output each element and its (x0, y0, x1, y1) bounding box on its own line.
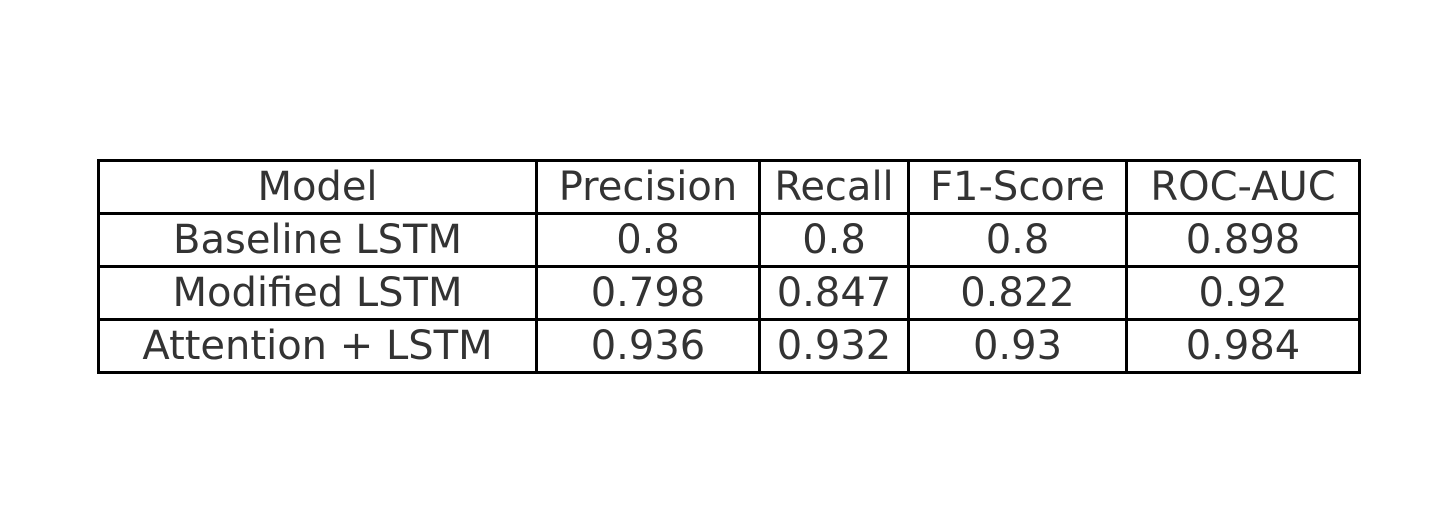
model-name-cell: Baseline LSTM (97, 212, 538, 268)
metric-value-cell: 0.847 (758, 265, 910, 321)
metric-value-cell: 0.984 (1125, 318, 1361, 374)
metric-value-cell: 0.8 (758, 212, 910, 268)
table-row: Baseline LSTM 0.8 0.8 0.8 0.898 (97, 212, 1361, 268)
metric-value-cell: 0.92 (1125, 265, 1361, 321)
column-header-cell: Recall (758, 159, 910, 215)
header-row: Model Precision Recall F1-Score ROC-AUC (97, 159, 1361, 215)
metric-value-cell: 0.936 (535, 318, 761, 374)
model-name-cell: Modified LSTM (97, 265, 538, 321)
metric-value-cell: 0.898 (1125, 212, 1361, 268)
metric-value-cell: 0.798 (535, 265, 761, 321)
column-header-cell: Precision (535, 159, 761, 215)
metric-value-cell: 0.822 (907, 265, 1128, 321)
column-header-cell: Model (97, 159, 538, 215)
metric-value-cell: 0.93 (907, 318, 1128, 374)
metric-value-cell: 0.8 (907, 212, 1128, 268)
metric-value-cell: 0.8 (535, 212, 761, 268)
column-header-cell: F1-Score (907, 159, 1128, 215)
model-name-cell: Attention + LSTM (97, 318, 538, 374)
table-row: Attention + LSTM 0.936 0.932 0.93 0.984 (97, 318, 1361, 374)
metrics-table: Model Precision Recall F1-Score ROC-AUC Basel… (97, 159, 1361, 374)
column-header-cell: ROC-AUC (1125, 159, 1361, 215)
metric-value-cell: 0.932 (758, 318, 910, 374)
table-body: Model Precision Recall F1-Score ROC-AUC Basel… (97, 159, 1361, 374)
table-row: Modified LSTM 0.798 0.847 0.822 0.92 (97, 265, 1361, 321)
